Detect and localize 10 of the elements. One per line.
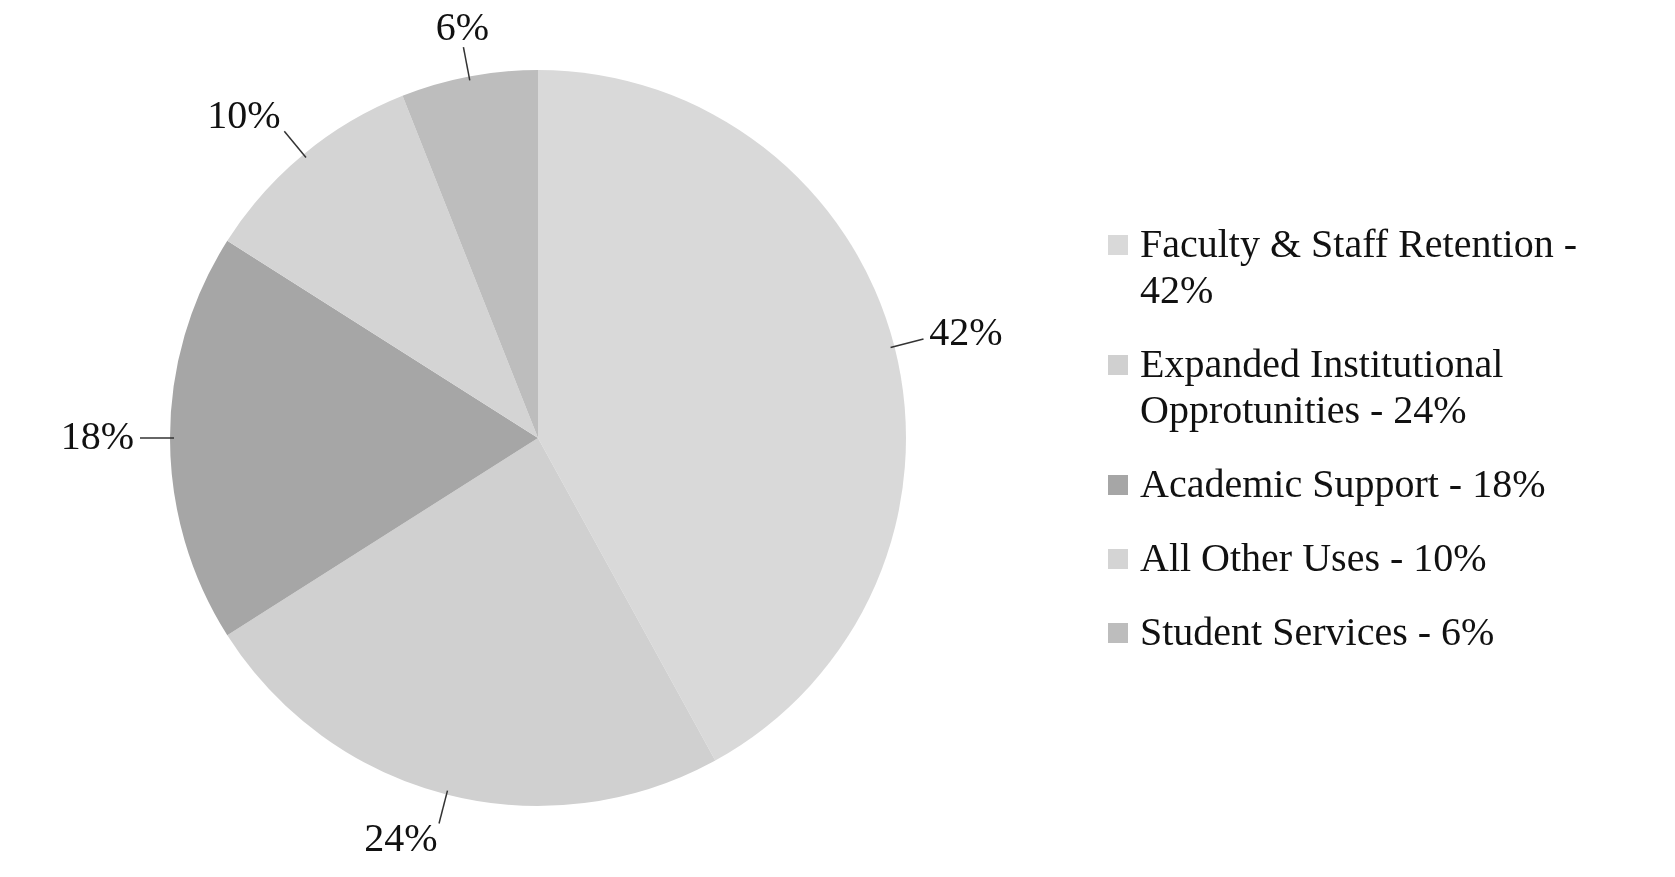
data-label: 10%: [207, 91, 281, 137]
data-label: 24%: [364, 815, 438, 861]
data-label: 6%: [435, 3, 489, 49]
legend-label: Student Services - 6%: [1140, 609, 1495, 655]
data-label: 18%: [60, 412, 134, 458]
legend-label: Academic Support - 18%: [1140, 461, 1546, 507]
data-label: 42%: [929, 309, 1003, 355]
legend-label: All Other Uses - 10%: [1140, 535, 1487, 581]
legend-label: Faculty & Staff Retention - 42%: [1140, 221, 1578, 313]
legend-label: Expanded Institutional Opprotunities - 24%: [1140, 341, 1505, 433]
